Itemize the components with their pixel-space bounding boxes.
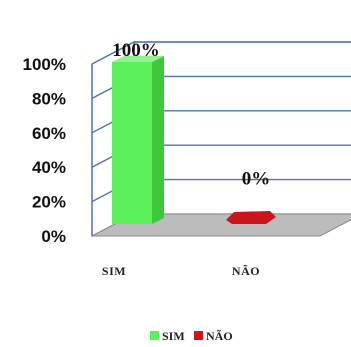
bar-flat bbox=[226, 211, 276, 224]
y-axis-ticks: 0% 20% 40% 60% 80% 100% bbox=[23, 55, 66, 246]
y-tick-label: 20% bbox=[32, 193, 66, 212]
x-category-label: SIM bbox=[102, 264, 126, 278]
bar-side bbox=[152, 56, 164, 224]
legend: SIM NÃO bbox=[150, 329, 233, 343]
y-tick-label: 100% bbox=[23, 55, 66, 74]
y-tick-label: 0% bbox=[41, 227, 66, 246]
y-tick-label: 80% bbox=[32, 89, 66, 108]
legend-swatch bbox=[150, 331, 159, 340]
legend-swatch bbox=[194, 331, 203, 340]
y-tick-label: 60% bbox=[32, 124, 66, 143]
data-label: 0% bbox=[242, 168, 271, 189]
legend-label: NÃO bbox=[206, 329, 233, 343]
data-labels: 100% 0% bbox=[112, 40, 270, 189]
bars bbox=[112, 56, 276, 224]
x-category-label: NÃO bbox=[232, 264, 260, 278]
gridline bbox=[91, 41, 351, 65]
x-axis-categories: SIM NÃO bbox=[102, 264, 260, 278]
legend-label: SIM bbox=[162, 329, 185, 343]
bar-top bbox=[112, 56, 164, 62]
y-tick-label: 40% bbox=[32, 158, 66, 177]
bar-front bbox=[112, 62, 152, 224]
data-label: 100% bbox=[112, 40, 160, 61]
